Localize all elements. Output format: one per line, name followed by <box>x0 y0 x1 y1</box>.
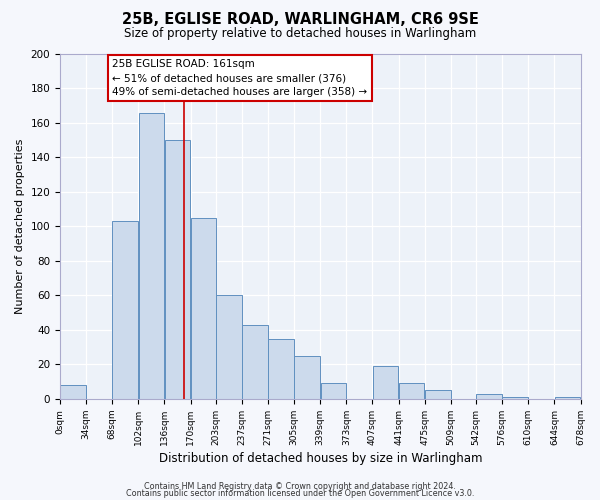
Bar <box>502 397 528 399</box>
Bar <box>242 325 268 399</box>
Bar <box>425 390 451 399</box>
Bar <box>268 338 294 399</box>
Bar <box>139 112 164 399</box>
Text: 25B, EGLISE ROAD, WARLINGHAM, CR6 9SE: 25B, EGLISE ROAD, WARLINGHAM, CR6 9SE <box>122 12 478 28</box>
Text: 25B EGLISE ROAD: 161sqm
← 51% of detached houses are smaller (376)
49% of semi-d: 25B EGLISE ROAD: 161sqm ← 51% of detache… <box>112 59 367 97</box>
Bar <box>191 218 215 399</box>
Y-axis label: Number of detached properties: Number of detached properties <box>15 139 25 314</box>
Bar <box>216 296 242 399</box>
Text: Contains public sector information licensed under the Open Government Licence v3: Contains public sector information licen… <box>126 490 474 498</box>
Bar <box>554 397 580 399</box>
Bar <box>320 384 346 399</box>
Bar <box>60 385 86 399</box>
Text: Size of property relative to detached houses in Warlingham: Size of property relative to detached ho… <box>124 28 476 40</box>
Bar <box>399 384 424 399</box>
Bar <box>164 140 190 399</box>
Bar <box>476 394 502 399</box>
Text: Contains HM Land Registry data © Crown copyright and database right 2024.: Contains HM Land Registry data © Crown c… <box>144 482 456 491</box>
Bar <box>295 356 320 399</box>
Bar <box>373 366 398 399</box>
X-axis label: Distribution of detached houses by size in Warlingham: Distribution of detached houses by size … <box>158 452 482 465</box>
Bar <box>112 222 138 399</box>
